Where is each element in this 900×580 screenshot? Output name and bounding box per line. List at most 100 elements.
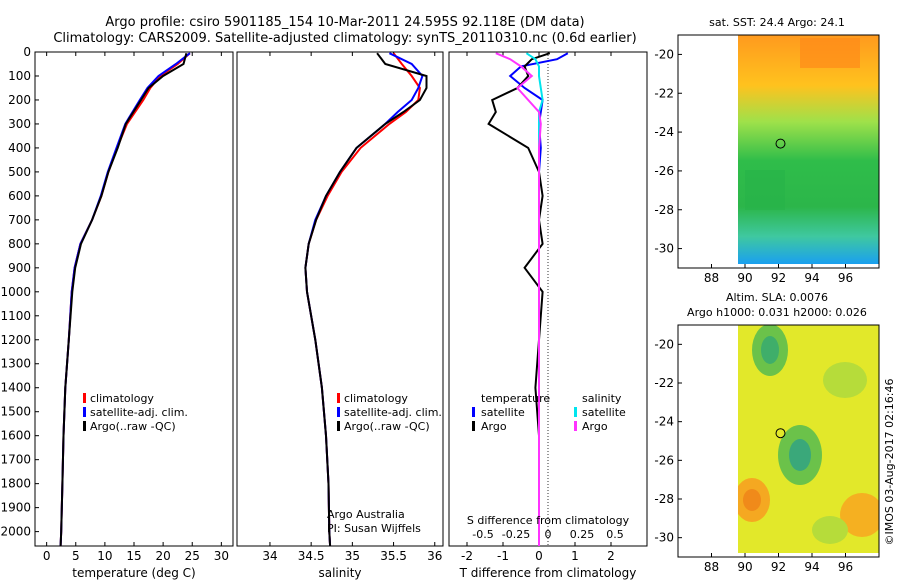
- difference-x-label: T difference from climatology: [459, 566, 637, 580]
- legend-swatch-climatology: [337, 393, 340, 403]
- y-tick-label: 800: [8, 237, 31, 251]
- sla-blob: [789, 439, 811, 471]
- sst-patch-warm: [800, 38, 860, 68]
- x-tick-label: 0: [535, 549, 543, 563]
- temperature-x-label: temperature (deg C): [72, 566, 195, 580]
- y-tick-label: 500: [8, 165, 31, 179]
- y-tick-label: 200: [8, 93, 31, 107]
- y-tick-label: 1100: [0, 309, 31, 323]
- y-tick-label: 400: [8, 141, 31, 155]
- sla-blob: [743, 489, 761, 511]
- x-tick-label: 34: [262, 549, 277, 563]
- salinity-legend: climatology satellite-adj. clim. Argo(..…: [337, 392, 442, 433]
- temperature-legend: climatology satellite-adj. clim. Argo(..…: [83, 392, 188, 433]
- salinity-annotation-line1: Argo Australia: [327, 508, 405, 521]
- x-tick-label: 10: [97, 549, 112, 563]
- legend-swatch-argo: [337, 421, 340, 431]
- y-tick-label: 1700: [0, 453, 31, 467]
- series-line-argo-raw-qc-: [59, 52, 188, 547]
- legend-title-temperature: temperature: [481, 392, 550, 405]
- map-y-tick-label: -30: [654, 531, 674, 545]
- y-tick-label: 300: [8, 117, 31, 131]
- legend-label-argo: Argo(..raw -QC): [90, 420, 176, 433]
- map-x-tick-label: 90: [737, 560, 752, 574]
- x-tick-label: 34.5: [298, 549, 325, 563]
- difference-legend: temperature salinity satellite Argo sate…: [472, 392, 626, 433]
- sla-blob: [823, 362, 867, 398]
- x-tick-label: 2: [607, 549, 615, 563]
- difference-panel: -2 -1 0 1 2 S difference from climatology -0…: [448, 51, 648, 580]
- salinity-x-label: salinity: [318, 566, 361, 580]
- map-y-tick-label: -24: [654, 125, 674, 139]
- map-y-tick-label: -28: [654, 492, 674, 506]
- legend-swatch-t-satellite: [472, 407, 475, 417]
- temperature-x-axis: 0 5 10 15 20 25 30: [43, 52, 229, 563]
- salinity-annotation-line2: PI: Susan Wijffels: [327, 522, 421, 535]
- map-x-tick-label: 88: [704, 271, 719, 285]
- legend-swatch-climatology: [83, 393, 86, 403]
- x-tick-label: 36: [427, 549, 442, 563]
- y-tick-label: 1800: [0, 477, 31, 491]
- y-tick-label: 900: [8, 261, 31, 275]
- legend-label-satellite: satellite-adj. clim.: [90, 406, 188, 419]
- s-tick-label: 0: [545, 528, 552, 541]
- sla-map-panel: Altim. SLA: 0.0076 Argo h1000: 0.031 h20…: [654, 291, 880, 574]
- legend-label-s-satellite: satellite: [582, 406, 626, 419]
- legend-swatch-s-satellite: [574, 407, 577, 417]
- x-tick-label: -1: [497, 549, 509, 563]
- sla-blob: [812, 516, 848, 544]
- x-tick-label: 25: [185, 549, 200, 563]
- figure-title-line2: Climatology: CARS2009. Satellite-adjuste…: [53, 31, 636, 46]
- difference-s-label: S difference from climatology: [467, 514, 630, 527]
- map-y-tick-label: -26: [654, 164, 674, 178]
- x-tick-label: 20: [155, 549, 170, 563]
- y-tick-label: 1500: [0, 405, 31, 419]
- y-tick-label: 700: [8, 213, 31, 227]
- y-tick-label: 0: [23, 45, 31, 59]
- sla-blob: [761, 336, 779, 364]
- sla-map-axes: 88 90 92 94 96 -20 -22 -24 -26 -28 -30: [654, 337, 853, 574]
- legend-label-t-argo: Argo: [481, 420, 507, 433]
- salinity-plot-area: [236, 51, 444, 547]
- temperature-panel: 0100200300400500600700800900100011001200…: [0, 45, 234, 580]
- sst-map-title: sat. SST: 24.4 Argo: 24.1: [709, 16, 845, 29]
- map-x-tick-label: 92: [771, 271, 786, 285]
- map-x-tick-label: 88: [704, 560, 719, 574]
- sla-map-title-line2: Argo h1000: 0.031 h2000: 0.026: [687, 306, 867, 319]
- series-line-argo-raw-qc-: [304, 52, 428, 547]
- difference-x-axis: -2 -1 0 1 2: [461, 52, 615, 563]
- y-tick-label: 1300: [0, 357, 31, 371]
- y-tick-label: 600: [8, 189, 31, 203]
- y-tick-label: 2000: [0, 525, 31, 539]
- map-y-tick-label: -20: [654, 47, 674, 61]
- map-x-tick-label: 96: [838, 271, 853, 285]
- legend-label-satellite: satellite-adj. clim.: [344, 406, 442, 419]
- x-tick-label: 1: [571, 549, 579, 563]
- legend-swatch-satellite: [337, 407, 340, 417]
- s-tick-label: 0.5: [606, 528, 624, 541]
- s-tick-label: -0.25: [502, 528, 530, 541]
- series-line-temperature-argo: [487, 52, 551, 546]
- x-tick-label: 30: [214, 549, 229, 563]
- temperature-plot-area: [34, 51, 234, 547]
- map-y-tick-label: -30: [654, 242, 674, 256]
- imos-timestamp: ©IMOS 03-Aug-2017 02:16:46: [883, 379, 896, 546]
- x-tick-label: 35.5: [380, 549, 407, 563]
- legend-swatch-argo: [83, 421, 86, 431]
- map-y-tick-label: -20: [654, 337, 674, 351]
- y-tick-label: 1600: [0, 429, 31, 443]
- y-tick-label: 1200: [0, 333, 31, 347]
- map-y-tick-label: -28: [654, 203, 674, 217]
- map-y-tick-label: -24: [654, 415, 674, 429]
- y-tick-label: 1400: [0, 381, 31, 395]
- legend-swatch-satellite: [83, 407, 86, 417]
- map-y-tick-label: -22: [654, 86, 674, 100]
- x-tick-label: 35: [345, 549, 360, 563]
- sst-map-axes: 88 90 92 94 96 -20 -22 -24 -26 -28 -30: [654, 47, 853, 285]
- sst-heatmap: [738, 35, 879, 264]
- sla-map-title-line1: Altim. SLA: 0.0076: [726, 291, 828, 304]
- map-x-tick-label: 90: [737, 271, 752, 285]
- map-y-tick-label: -26: [654, 453, 674, 467]
- x-tick-label: 5: [72, 549, 80, 563]
